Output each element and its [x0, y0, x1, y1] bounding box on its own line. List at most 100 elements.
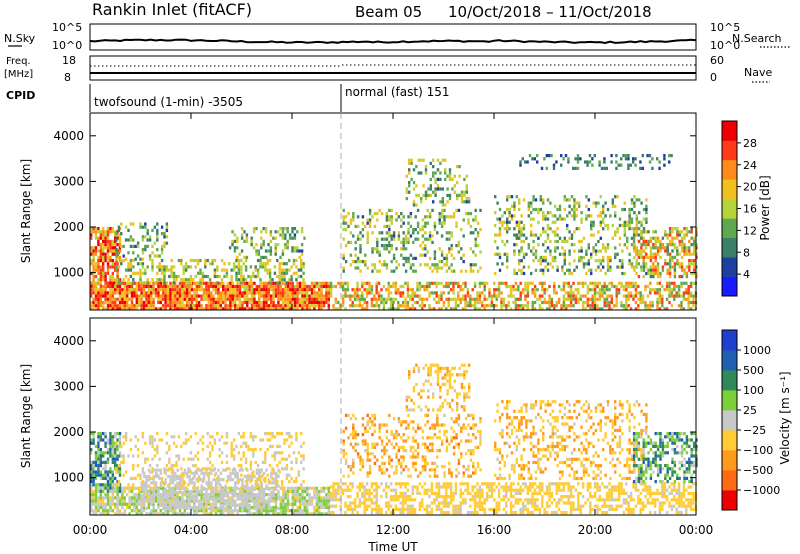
heatmap-cell: [432, 174, 435, 178]
heatmap-cell: [500, 281, 503, 285]
heatmap-cell: [303, 502, 306, 506]
heatmap-cell: [116, 291, 119, 295]
heatmap-cell: [109, 502, 112, 506]
heatmap-cell: [494, 252, 497, 256]
heatmap-cell: [361, 294, 364, 298]
heatmap-cell: [97, 262, 100, 266]
heatmap-cell: [284, 294, 287, 298]
heatmap-cell: [141, 262, 145, 266]
heatmap-cell: [554, 249, 557, 253]
heatmap-cell: [90, 473, 93, 477]
heatmap-cell: [116, 512, 119, 516]
heatmap-cell: [198, 478, 201, 482]
heatmap-cell: [310, 512, 314, 516]
heatmap-cell: [90, 489, 93, 494]
heatmap-cell: [99, 265, 102, 269]
heatmap-cell: [248, 300, 251, 305]
heatmap-cell: [385, 237, 389, 241]
heatmap-cell: [563, 198, 566, 202]
heatmap-cell: [361, 307, 364, 311]
heatmap-cell: [671, 230, 674, 234]
heatmap-cell: [366, 266, 369, 270]
heatmap-cell: [267, 288, 270, 292]
heatmap-cell: [530, 217, 533, 221]
heatmap-cell: [586, 297, 590, 301]
heatmap-cell: [522, 223, 526, 228]
heatmap-cell: [478, 297, 482, 301]
heatmap-cell: [542, 198, 545, 202]
heatmap-cell: [222, 307, 225, 311]
heatmap-cell: [454, 307, 458, 311]
heatmap-cell: [627, 284, 630, 289]
heatmap-cell: [572, 291, 575, 295]
heatmap-cell: [157, 291, 160, 295]
heatmap-cell: [90, 438, 93, 442]
heatmap-cell: [214, 489, 218, 494]
heatmap-cell: [217, 506, 220, 511]
heatmap-cell: [531, 307, 534, 311]
heatmap-cell: [204, 265, 207, 269]
heatmap-cell: [92, 473, 95, 477]
heatmap-cell: [94, 493, 98, 497]
heatmap-cell: [303, 236, 306, 240]
heatmap-cell: [174, 297, 177, 301]
heatmap-cell: [152, 500, 155, 504]
heatmap-cell: [111, 288, 114, 292]
heatmap-cell: [506, 255, 509, 260]
heatmap-cell: [383, 224, 386, 228]
heatmap-cell: [259, 258, 262, 263]
heatmap-cell: [234, 484, 237, 488]
heatmap-cell: [443, 221, 446, 225]
heatmap-cell: [224, 284, 227, 289]
heatmap-cell: [315, 496, 318, 500]
heatmap-cell: [121, 294, 124, 298]
heatmap-cell: [132, 271, 135, 275]
heatmap-cell: [395, 212, 398, 216]
heatmap-cell: [166, 297, 170, 301]
heatmap-cell: [469, 294, 472, 298]
heatmap-cell: [144, 268, 147, 272]
heatmap-cell: [320, 496, 323, 500]
heatmap-cell: [354, 260, 357, 264]
heatmap-cell: [628, 259, 631, 263]
heatmap-cell: [518, 227, 521, 231]
heatmap-cell: [411, 291, 414, 295]
heatmap-cell: [120, 444, 123, 448]
heatmap-cell: [253, 307, 256, 311]
heatmap-cell: [387, 297, 390, 301]
heatmap-cell: [327, 304, 330, 308]
heatmap-cell: [421, 304, 424, 308]
colorbar-swatch: [722, 276, 737, 297]
heatmap-cell: [647, 243, 650, 247]
heatmap-cell: [212, 307, 215, 311]
heatmap-cell: [515, 195, 518, 199]
heatmap-cell: [622, 288, 626, 292]
heatmap-cell: [575, 214, 578, 218]
heatmap-cell: [232, 262, 236, 266]
heatmap-cell: [327, 489, 330, 494]
heatmap-cell: [142, 500, 146, 504]
heatmap-cell: [405, 187, 408, 191]
heatmap-cell: [132, 251, 135, 255]
nsearch-tick-top: 10^5: [710, 21, 740, 34]
heatmap-cell: [298, 255, 301, 259]
heatmap-cell: [308, 304, 311, 308]
heatmap-cell: [118, 288, 122, 292]
heatmap-cell: [532, 239, 535, 244]
heatmap-cell: [320, 291, 323, 295]
heatmap-cell: [670, 288, 674, 292]
heatmap-cell: [193, 512, 196, 516]
heatmap-cell: [201, 274, 205, 279]
heatmap-cell: [171, 281, 174, 285]
heatmap-cell: [152, 502, 155, 506]
heatmap-cell: [599, 262, 602, 266]
heatmap-cell: [597, 214, 600, 218]
heatmap-cell: [376, 269, 379, 273]
heatmap-cell: [591, 304, 594, 308]
heatmap-cell: [380, 231, 384, 235]
heatmap-cell: [283, 271, 286, 275]
heatmap-cell: [266, 268, 269, 272]
heatmap-cell: [118, 246, 122, 250]
heatmap-cell: [601, 307, 604, 311]
